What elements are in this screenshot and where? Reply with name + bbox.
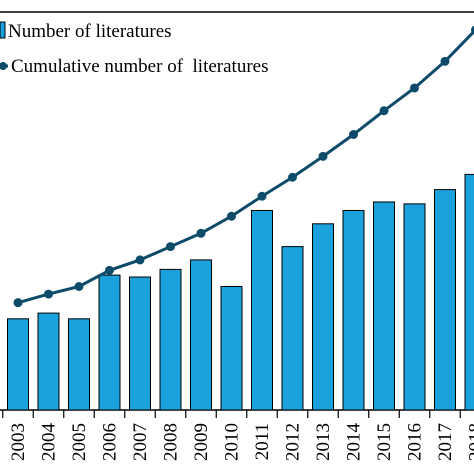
x-tick-label-2010: 2010 xyxy=(222,423,243,461)
x-tick-label-2005: 2005 xyxy=(69,423,90,461)
cumulative-point-2003 xyxy=(13,298,23,308)
bar-2011 xyxy=(251,210,273,411)
bar-2003 xyxy=(7,318,29,411)
cumulative-point-2012 xyxy=(288,172,297,182)
legend-bar-label: Number of literatures xyxy=(8,21,172,42)
x-tick-label-2011: 2011 xyxy=(252,423,273,460)
bar-2006 xyxy=(98,274,121,411)
x-tick-labels-group: 2003 2004 2005 2006 2007 2008 2009 2010 2011 2012… xyxy=(8,423,474,462)
cumulative-point-2005 xyxy=(74,282,84,291)
legend: Number of literatures Cumulative number … xyxy=(0,21,268,77)
bar-2015 xyxy=(373,201,395,411)
cumulative-line xyxy=(17,29,474,305)
cumulative-point-2013 xyxy=(318,151,328,161)
x-tick-label-2017: 2017 xyxy=(435,423,456,461)
legend-line-label: Cumulative number of literatures xyxy=(11,56,268,77)
x-tick-label-2013: 2013 xyxy=(313,423,334,461)
cumulative-point-2010 xyxy=(227,211,236,221)
bar-2008 xyxy=(159,268,182,411)
cumulative-point-2011 xyxy=(257,191,267,201)
cumulative-point-2016 xyxy=(410,83,419,93)
line-series-group xyxy=(13,25,474,308)
bar-2013 xyxy=(312,223,334,411)
cumulative-point-2017 xyxy=(440,56,450,66)
x-tick-label-2007: 2007 xyxy=(130,423,151,461)
x-tick-label-2003: 2003 xyxy=(8,423,29,461)
x-tick-label-2009: 2009 xyxy=(191,423,212,461)
bar-2009 xyxy=(190,259,212,411)
x-tick-label-2014: 2014 xyxy=(344,423,365,462)
cumulative-point-2006 xyxy=(105,265,114,275)
bar-2005 xyxy=(68,318,90,411)
bar-2014 xyxy=(342,210,365,411)
bar-2010 xyxy=(220,286,243,411)
bar-2012 xyxy=(281,246,304,411)
cumulative-point-2008 xyxy=(166,242,175,252)
bar-2016 xyxy=(403,203,426,411)
x-tick-label-2012: 2012 xyxy=(283,423,304,461)
cumulative-point-2014 xyxy=(349,130,358,139)
cumulative-point-2009 xyxy=(196,228,206,238)
x-ticks-group xyxy=(2,410,461,418)
bar-2017 xyxy=(434,189,456,411)
x-tick-label-2006: 2006 xyxy=(100,423,121,461)
cumulative-point-2015 xyxy=(379,106,389,116)
cumulative-point-2004 xyxy=(44,289,53,299)
x-tick-label-2004: 2004 xyxy=(39,423,60,462)
x-tick-label-2016: 2016 xyxy=(405,423,426,461)
bars-group xyxy=(7,173,474,411)
legend-bar-swatch xyxy=(0,21,6,39)
x-tick-label-2018: 2018 xyxy=(466,423,474,461)
bar-2004 xyxy=(37,312,60,411)
cumulative-point-2018 xyxy=(471,25,474,35)
bar-2018 xyxy=(464,173,474,411)
cumulative-point-2007 xyxy=(135,255,145,265)
x-tick-label-2008: 2008 xyxy=(161,423,182,461)
x-tick-label-2015: 2015 xyxy=(374,423,395,461)
bar-2007 xyxy=(129,276,151,411)
